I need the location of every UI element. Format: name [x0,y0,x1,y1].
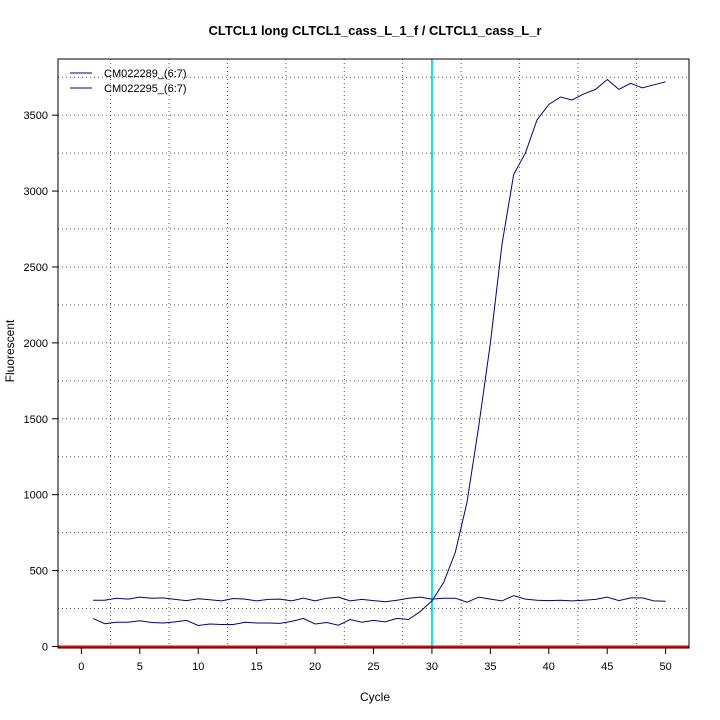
x-tick-label: 15 [251,661,263,673]
legend-label-2: CM022295_(6:7) [104,83,187,95]
y-tick-label: 500 [30,566,48,578]
y-tick-label: 1500 [24,414,48,426]
x-tick-label: 10 [192,661,204,673]
x-tick-label: 5 [137,661,143,673]
x-tick-label: 35 [484,661,496,673]
y-axis-ticks: 0 500 1000 1500 2000 2500 3000 3500 [24,110,58,653]
x-tick-label: 20 [309,661,321,673]
legend: CM022289_(6:7) CM022295_(6:7) [70,68,187,95]
x-tick-label: 0 [78,661,84,673]
legend-label-1: CM022289_(6:7) [104,68,187,80]
x-tick-label: 25 [367,661,379,673]
y-tick-label: 0 [42,641,48,653]
series-line-2 [92,78,666,627]
series-line-1 [93,595,666,603]
y-tick-label: 3000 [24,186,48,198]
y-tick-label: 2000 [24,338,48,350]
x-axis-label: Cycle [360,690,390,704]
series-lines [92,78,666,627]
grid-lines [58,59,689,648]
chart-title: CLTCL1 long CLTCL1_cass_L_1_f / CLTCL1_c… [208,23,541,38]
x-tick-label: 40 [543,661,555,673]
x-tick-label: 30 [426,661,438,673]
x-axis-ticks: 0 5 10 15 20 25 30 35 40 45 50 [78,648,672,673]
y-tick-label: 3500 [24,110,48,122]
y-tick-label: 1000 [24,490,48,502]
y-axis-label: Fluorescent [3,319,17,382]
x-tick-label: 45 [601,661,613,673]
x-tick-label: 50 [660,661,672,673]
plot-frame [57,58,690,649]
y-tick-label: 2500 [24,262,48,274]
